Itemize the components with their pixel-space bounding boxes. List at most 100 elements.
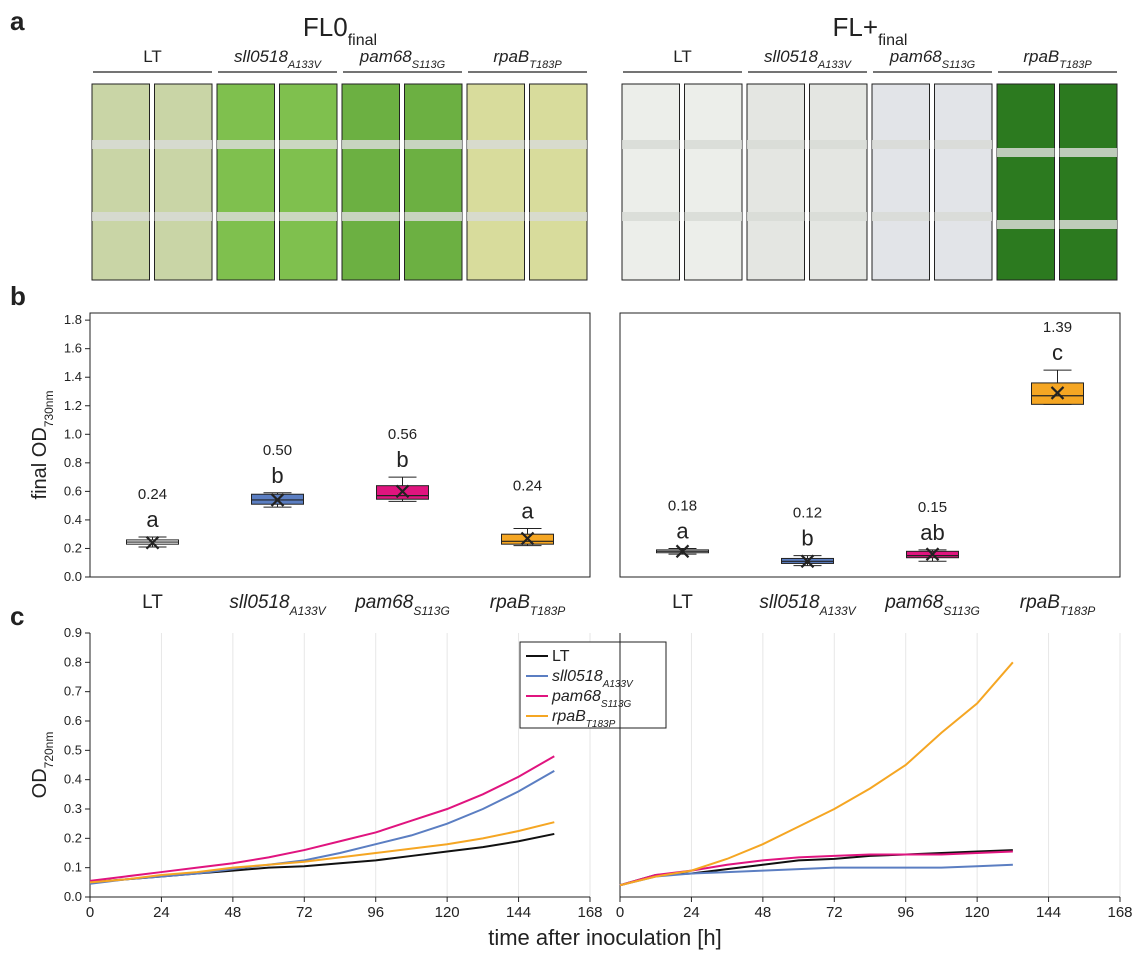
tube-rack: [342, 212, 400, 221]
panel-label: c: [10, 601, 24, 631]
letter: b: [271, 463, 283, 488]
x-tick-label-main: pam68: [354, 592, 414, 613]
x-tick-label: 96: [367, 904, 384, 921]
x-tick-label-main: rpaB: [490, 592, 530, 613]
legend-label-main: sll0518: [552, 668, 603, 685]
x-tick-label: 144: [1036, 904, 1061, 921]
tube-rack: [92, 212, 150, 221]
strain-header-main: rpaB: [493, 47, 529, 66]
strain-header: rpaBT183P: [1023, 47, 1092, 71]
y-axis-label: OD720nm: [29, 732, 56, 799]
tube-rack: [404, 212, 462, 221]
y-tick-label: 0.0: [64, 569, 82, 584]
x-tick-label-main: sll0518: [759, 592, 820, 613]
y-tick-label: 0.0: [64, 889, 82, 904]
tube-rack: [154, 212, 212, 221]
tube-photo: [341, 83, 400, 281]
tube-photo: [466, 83, 525, 281]
y-tick-label: 0.7: [64, 684, 82, 699]
annotation: 0.50: [263, 442, 292, 459]
legend-label-main: rpaB: [552, 708, 586, 725]
strain-header-sub: T183P: [1059, 59, 1092, 71]
tube-rack: [154, 140, 212, 149]
x-tick-label: 0: [616, 904, 624, 921]
tube-rack: [997, 220, 1055, 229]
panel-label: b: [10, 281, 26, 311]
tube-rack: [934, 140, 992, 149]
tube-rack: [404, 140, 462, 149]
y-axis-label-sub: 720nm: [42, 732, 56, 769]
mean-marker: [1050, 386, 1065, 400]
y-tick-label: 0.2: [64, 540, 82, 555]
letter: a: [146, 507, 159, 532]
mean-marker: [145, 535, 160, 550]
x-tick-label: sll0518A133V: [229, 592, 326, 618]
tube-photo: [154, 83, 213, 281]
strain-header-sub: S113G: [412, 59, 446, 71]
tube-photo: [746, 83, 805, 281]
strain-header: sll0518A133V: [234, 47, 323, 71]
x-tick-label: pam68S113G: [884, 592, 980, 618]
legend-label: LT: [552, 648, 570, 665]
strain-header-sub: S113G: [942, 59, 976, 71]
tube-rack: [684, 140, 742, 149]
tube-rack: [279, 212, 337, 221]
x-tick-label: pam68S113G: [354, 592, 450, 618]
annotation: 0.15: [918, 499, 947, 516]
tube-rack: [809, 140, 867, 149]
strain-header: LT: [673, 47, 692, 66]
tube-photo: [1059, 83, 1118, 281]
strain-header: pam68S113G: [359, 47, 446, 71]
y-tick-label: 0.8: [64, 654, 82, 669]
legend-label-main: pam68: [551, 688, 601, 705]
legend-label: sll0518A133V: [552, 668, 634, 690]
tube-photo: [216, 83, 275, 281]
tube-rack: [217, 212, 275, 221]
tube-rack: [342, 140, 400, 149]
tube-rack: [622, 212, 680, 221]
condition-title-sub: final: [878, 32, 907, 49]
legend-label-sub: T183P: [586, 719, 616, 730]
x-tick-label: 96: [897, 904, 914, 921]
x-tick-label: rpaBT183P: [1020, 592, 1096, 618]
tube-rack: [1059, 148, 1117, 157]
letter: a: [676, 518, 689, 543]
tube-photo: [404, 83, 463, 281]
letter: ab: [920, 520, 944, 545]
strain-header-sub: T183P: [529, 59, 562, 71]
tube-rack: [747, 140, 805, 149]
x-tick-label-main: LT: [672, 592, 693, 613]
x-tick-label-sub: S113G: [943, 604, 979, 618]
annotation: 1.39: [1043, 319, 1072, 336]
y-tick-label: 1.4: [64, 369, 82, 384]
tube-photo: [621, 83, 680, 281]
plot-frame: [619, 312, 1121, 578]
strain-header: pam68S113G: [889, 47, 976, 71]
x-tick-label: LT: [142, 592, 163, 613]
tube-rack: [1059, 220, 1117, 229]
strain-header-main: sll0518: [234, 47, 288, 66]
y-tick-label: 0.1: [64, 860, 82, 875]
x-tick-label: 72: [296, 904, 313, 921]
condition-title-main: FL0: [303, 12, 348, 42]
panel-label: a: [10, 6, 25, 36]
tube-rack: [809, 212, 867, 221]
tube-rack: [92, 140, 150, 149]
legend-label-sub: S113G: [601, 699, 632, 710]
y-tick-label: 1.0: [64, 426, 82, 441]
x-tick-label-main: LT: [142, 592, 163, 613]
x-tick-label-sub: A133V: [819, 604, 857, 618]
x-tick-label-main: pam68: [884, 592, 944, 613]
y-tick-label: 1.2: [64, 398, 82, 413]
y-axis-label-main: OD: [29, 768, 51, 798]
mean-marker: [270, 493, 285, 507]
x-tick-label-sub: S113G: [413, 604, 449, 618]
y-tick-label: 1.8: [64, 312, 82, 327]
letter: a: [521, 498, 534, 523]
y-tick-label: 0.2: [64, 830, 82, 845]
y-tick-label: 0.6: [64, 483, 82, 498]
strain-header-main: pam68: [359, 47, 413, 66]
x-tick-label: 120: [435, 904, 460, 921]
x-tick-label-main: sll0518: [229, 592, 290, 613]
letter: b: [396, 447, 408, 472]
